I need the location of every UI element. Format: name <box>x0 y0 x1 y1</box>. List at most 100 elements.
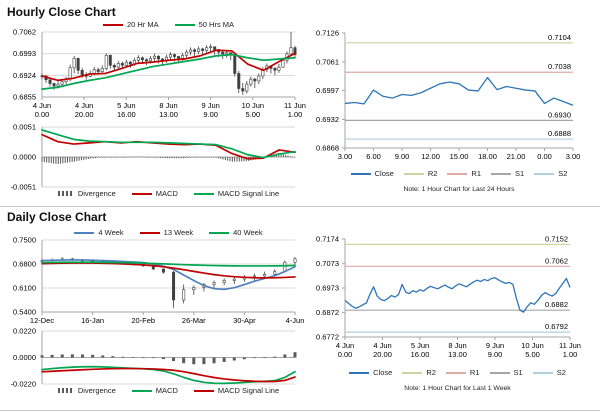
y-tick-label: 0.0000 <box>13 153 36 162</box>
candle-body <box>172 271 176 301</box>
candle-body <box>193 49 197 52</box>
legend-item: MACD <box>131 386 178 395</box>
y-tick-label: 0.6872 <box>316 308 339 317</box>
divergence-bar <box>111 356 115 358</box>
divergence-bar <box>69 157 71 163</box>
legend-item: 40 Week <box>209 228 263 237</box>
divergence-bar <box>199 157 201 158</box>
line-swatch <box>209 231 230 234</box>
candle-body <box>185 51 189 56</box>
legend-item: R2 <box>403 169 437 178</box>
divergence-bar <box>190 157 192 158</box>
bar-swatch <box>57 388 74 393</box>
y-tick-label: 0.6800 <box>13 260 36 269</box>
divergence-bar <box>120 157 122 158</box>
candle-body <box>241 88 245 92</box>
divergence-bar <box>234 157 236 162</box>
divergence-bar <box>46 157 48 163</box>
divergence-bar <box>222 157 224 160</box>
divergence-bar <box>220 157 222 159</box>
divergence-bar <box>62 157 64 164</box>
divergence-bar <box>60 157 62 164</box>
legend-label: R2 <box>426 368 436 377</box>
candle-body <box>60 81 64 85</box>
divergence-bar <box>169 157 171 159</box>
divergence-bar <box>202 357 206 365</box>
candle-body <box>161 268 165 273</box>
divergence-bar <box>155 157 157 158</box>
divergence-bar <box>185 157 187 159</box>
divergence-bar <box>113 157 115 158</box>
divergence-bar <box>208 157 210 158</box>
divergence-bar <box>283 354 287 358</box>
divergence-bar <box>294 157 296 158</box>
divergence-bar <box>73 157 75 162</box>
legend-item: MACD Signal Line <box>193 386 279 395</box>
chart-2: 0.7126 0.7061 0.6997 0.6932 0.6868 0.7104 0.70… <box>316 29 580 162</box>
legend-label: MACD Signal Line <box>217 189 280 198</box>
divergence-bar <box>132 156 134 158</box>
level-label: 0.7104 <box>548 33 571 42</box>
x-tick-label: 16.00 <box>117 110 136 119</box>
candle-body <box>249 78 253 85</box>
candle-body <box>120 63 124 66</box>
legend-item: R2 <box>402 368 436 377</box>
legend-label: R1 <box>471 169 481 178</box>
line-swatch <box>131 389 152 392</box>
divergence-bar <box>106 157 108 158</box>
divergence-bar <box>80 354 84 358</box>
divergence-bar <box>182 357 186 364</box>
divergence-bar <box>232 357 236 361</box>
legend-label: Close <box>373 368 393 377</box>
x-tick-label: 11 Jun <box>284 101 306 110</box>
candle-body <box>182 289 186 301</box>
candle-body <box>112 64 116 68</box>
divergence-bar <box>203 157 205 158</box>
candle-body <box>221 51 225 55</box>
divergence-bar <box>83 157 85 160</box>
daily-macd-legend: Divergence MACD MACD Signal Line <box>42 386 295 395</box>
line-swatch <box>403 172 424 175</box>
candle-body <box>263 273 267 277</box>
divergence-bar <box>150 157 152 158</box>
line-swatch <box>350 172 371 175</box>
legend-item: S1 <box>489 368 523 377</box>
hourly-chart-title: Hourly Close Chart <box>7 5 116 19</box>
divergence-bar <box>94 157 96 159</box>
x-tick-label: 9 Jun <box>486 341 504 350</box>
divergence-bar <box>136 156 138 158</box>
divergence-bar <box>194 157 196 158</box>
divergence-bar <box>162 157 164 158</box>
level-label: 0.7062 <box>545 256 568 265</box>
series-50-hrs-ma <box>41 53 296 90</box>
divergence-bar <box>90 157 92 159</box>
legend-label: 40 Week <box>233 228 263 237</box>
x-tick-label: 5 Jun <box>411 341 429 350</box>
legend-item: 50 Hrs MA <box>174 20 234 29</box>
candle-body <box>140 57 144 60</box>
candle-body <box>152 55 156 59</box>
divergence-bar <box>171 157 173 159</box>
y-tick-label: 0.6772 <box>316 333 339 342</box>
divergence-bar <box>67 157 69 163</box>
divergence-bar <box>213 157 215 158</box>
x-tick-label: 18.00 <box>478 152 497 161</box>
divergence-bar <box>85 157 87 160</box>
divergence-bar <box>122 157 124 158</box>
divergence-bar <box>287 155 289 157</box>
daily-chart-title: Daily Close Chart <box>7 210 107 224</box>
x-tick-label: 16-Jan <box>81 316 104 325</box>
divergence-bar <box>224 157 226 161</box>
divergence-bar <box>80 157 82 161</box>
divergence-bar <box>111 157 113 158</box>
level-label: 0.6792 <box>545 322 568 331</box>
divergence-bar <box>192 157 194 158</box>
legend-label: Divergence <box>77 386 116 395</box>
pivot-24h-legend: Close R2 R1 S1 S2 <box>340 169 578 178</box>
divergence-bar <box>43 157 45 163</box>
candle-body <box>181 54 185 59</box>
divergence-bar <box>280 153 282 157</box>
level-label: 0.7152 <box>545 234 568 243</box>
divergence-bar <box>164 157 166 159</box>
